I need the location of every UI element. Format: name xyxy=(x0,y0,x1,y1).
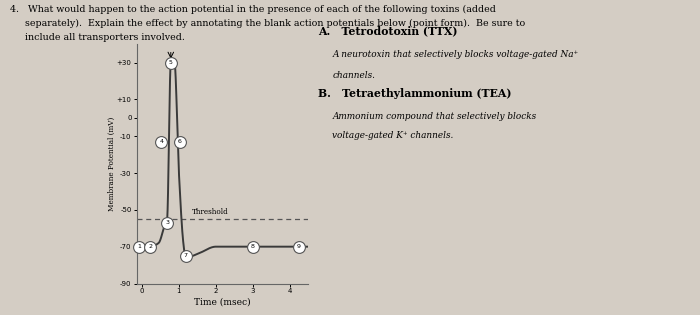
Text: voltage-gated K⁺ channels.: voltage-gated K⁺ channels. xyxy=(332,131,454,140)
X-axis label: Time (msec): Time (msec) xyxy=(194,297,251,306)
Text: 9: 9 xyxy=(297,244,301,249)
Text: A neurotoxin that selectively blocks voltage-gated Na⁺: A neurotoxin that selectively blocks vol… xyxy=(332,50,579,60)
Y-axis label: Membrane Potential (mV): Membrane Potential (mV) xyxy=(107,117,116,211)
Text: 2: 2 xyxy=(148,244,152,249)
Text: 8: 8 xyxy=(251,244,255,249)
Text: separately).  Explain the effect by annotating the blank action potentials below: separately). Explain the effect by annot… xyxy=(10,19,526,28)
Text: 1: 1 xyxy=(137,244,141,249)
Text: 7: 7 xyxy=(183,253,188,258)
Text: 4: 4 xyxy=(159,139,163,144)
Text: 4.   What would happen to the action potential in the presence of each of the fo: 4. What would happen to the action poten… xyxy=(10,5,496,14)
Text: A.   Tetrodotoxin (TTX): A. Tetrodotoxin (TTX) xyxy=(318,25,458,36)
Text: Ammonium compound that selectively blocks: Ammonium compound that selectively block… xyxy=(332,112,537,121)
Text: 6: 6 xyxy=(178,139,181,144)
Text: B.   Tetraethylammonium (TEA): B. Tetraethylammonium (TEA) xyxy=(318,88,512,99)
Text: Threshold: Threshold xyxy=(192,208,229,216)
Text: 5: 5 xyxy=(169,60,173,65)
Text: channels.: channels. xyxy=(332,71,375,80)
Text: include all transporters involved.: include all transporters involved. xyxy=(10,33,186,42)
Text: 3: 3 xyxy=(165,220,169,225)
